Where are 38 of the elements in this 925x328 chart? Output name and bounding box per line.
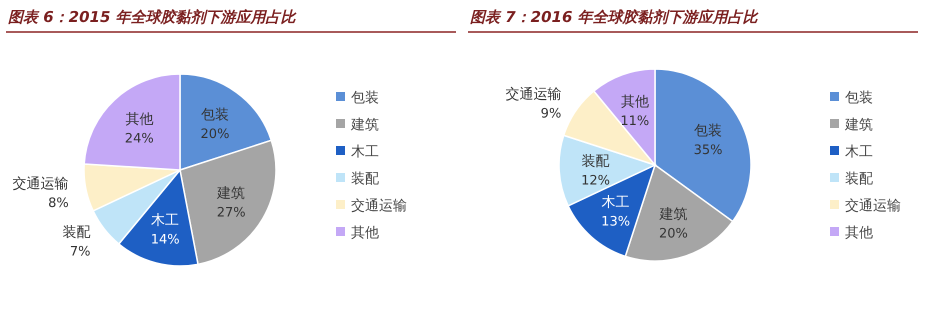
- data-label: 20%: [200, 126, 230, 142]
- legend-label: 其他: [845, 225, 873, 241]
- legend-label: 建筑: [350, 117, 379, 133]
- data-label: 20%: [658, 226, 688, 242]
- data-label: 12%: [581, 174, 610, 189]
- data-label: 14%: [150, 232, 180, 248]
- legend-label: 木工: [845, 144, 873, 160]
- slice-label: 交通运输: [12, 176, 69, 192]
- legend-label: 木工: [351, 144, 379, 160]
- slice-label: 木工: [151, 212, 180, 229]
- data-label: 13%: [601, 214, 630, 230]
- data-label: 8%: [48, 196, 69, 212]
- legend-label: 建筑: [844, 117, 873, 133]
- slice-label: 建筑: [216, 185, 246, 202]
- slice-label: 建筑: [658, 206, 688, 223]
- legend-label: 交通运输: [351, 198, 407, 214]
- slice-label: 包装: [200, 106, 229, 123]
- slice-label: 装配: [62, 224, 90, 240]
- slice-label: 木工: [602, 194, 630, 211]
- data-label: 27%: [216, 205, 246, 220]
- legend-label: 交通运输: [845, 198, 901, 214]
- data-label: 7%: [70, 244, 90, 260]
- slice-label: 包装: [694, 122, 722, 139]
- slice-label: 其他: [125, 112, 154, 128]
- legend-label: 装配: [351, 171, 379, 187]
- chart-title: 图表 7：2016 年全球胶黏剂下游应用占比: [470, 8, 760, 26]
- data-label: 35%: [694, 142, 722, 158]
- data-label: 9%: [540, 106, 562, 122]
- slice-label: 其他: [620, 94, 649, 110]
- legend-label: 其他: [351, 225, 379, 241]
- data-label: 11%: [620, 114, 650, 129]
- legend-label: 包装: [845, 90, 873, 106]
- slice-label: 交通运输: [505, 86, 562, 102]
- slice-label: 装配: [582, 154, 610, 170]
- legend-label: 包装: [351, 90, 379, 106]
- chart-title: 图表 6：2015 年全球胶黏剂下游应用占比: [8, 8, 298, 26]
- legend-label: 装配: [845, 171, 873, 187]
- data-label: 24%: [124, 132, 154, 147]
